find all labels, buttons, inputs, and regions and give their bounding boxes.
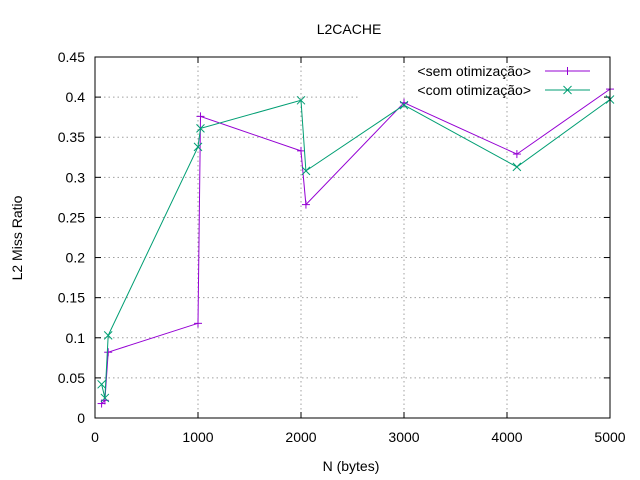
plot-frame bbox=[94, 56, 611, 419]
data-point bbox=[512, 162, 522, 172]
x-tick-label: 1000 bbox=[182, 429, 213, 445]
series-line bbox=[101, 88, 611, 404]
x-axis-label: N (bytes) bbox=[323, 458, 380, 474]
x-tick-label: 5000 bbox=[594, 429, 625, 445]
y-tick-label: 0 bbox=[77, 410, 85, 426]
x-tick-label: 3000 bbox=[388, 429, 419, 445]
data-point bbox=[399, 100, 409, 110]
x-tick-labels: 0 1000 2000 3000 4000 5000 bbox=[91, 429, 626, 445]
data-point bbox=[193, 142, 203, 152]
y-tick-label: 0.1 bbox=[66, 330, 86, 346]
series-line bbox=[101, 99, 611, 399]
chart-title: L2CACHE bbox=[317, 21, 382, 37]
data-point bbox=[196, 124, 205, 133]
data-point bbox=[296, 95, 306, 105]
y-tick-label: 0.45 bbox=[58, 49, 85, 65]
legend: <sem otimização> <com otimização> bbox=[417, 63, 590, 98]
data-point bbox=[103, 331, 113, 340]
data-point bbox=[104, 348, 113, 357]
data-point bbox=[297, 146, 305, 155]
series-1 bbox=[97, 85, 614, 408]
y-tick-labels: 0 0.05 0.1 0.15 0.2 0.25 0.3 0.35 0.4 0.45 bbox=[58, 49, 85, 426]
y-tick-label: 0.05 bbox=[58, 370, 85, 386]
y-tick-label: 0.15 bbox=[58, 290, 85, 306]
grid-lines bbox=[95, 57, 610, 418]
x-tick-label: 2000 bbox=[285, 429, 316, 445]
legend-label: <sem otimização> bbox=[417, 63, 531, 79]
y-tick-label: 0.4 bbox=[66, 89, 86, 105]
data-point bbox=[194, 319, 202, 328]
x-tick-label: 0 bbox=[91, 429, 99, 445]
data-point bbox=[100, 393, 110, 403]
legend-marker bbox=[563, 85, 572, 95]
data-point bbox=[512, 150, 521, 159]
y-axis-label: L2 Miss Ratio bbox=[9, 195, 25, 280]
data-point bbox=[196, 112, 205, 121]
legend-marker bbox=[563, 67, 572, 75]
legend-label: <com otimização> bbox=[417, 82, 531, 98]
y-tick-label: 0.35 bbox=[58, 129, 85, 145]
y-tick-label: 0.3 bbox=[66, 169, 86, 185]
y-tick-label: 0.2 bbox=[66, 250, 86, 266]
y-tick-label: 0.25 bbox=[58, 209, 85, 225]
data-point bbox=[301, 166, 311, 176]
x-tick-label: 4000 bbox=[491, 429, 522, 445]
data-point bbox=[97, 379, 106, 389]
series-layer bbox=[97, 85, 615, 408]
data-point bbox=[301, 200, 310, 209]
